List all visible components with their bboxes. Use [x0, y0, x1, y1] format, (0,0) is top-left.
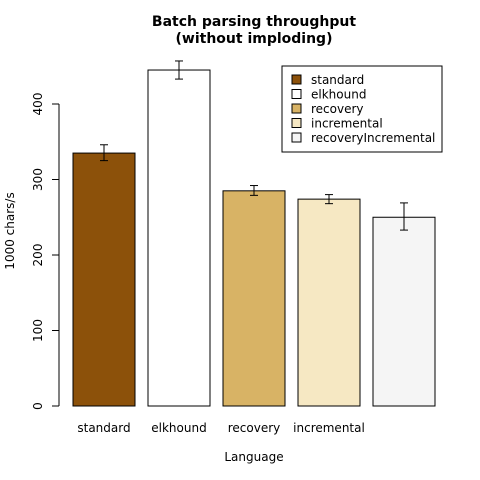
x-tick-label: elkhound [151, 421, 206, 435]
legend-box [281, 65, 443, 153]
chart-title-line-2: (without imploding) [176, 31, 333, 47]
y-tick-label: 300 [31, 168, 45, 191]
x-tick-label: recovery [228, 421, 281, 435]
legend-entry: elkhound [311, 88, 366, 102]
bar-recovery [222, 190, 286, 407]
bar-incremental [297, 198, 361, 407]
legend-swatch [291, 74, 302, 85]
legend-swatch [291, 103, 302, 114]
legend-entry: recovery [311, 102, 364, 116]
x-tick-label: incremental [293, 421, 365, 435]
y-axis-label: 1000 chars/s [3, 192, 17, 269]
bar-recoveryIncremental [372, 216, 436, 407]
y-tick-label: 400 [31, 93, 45, 116]
legend-swatch [291, 89, 302, 99]
y-axis: 0 100 200 300 400 [31, 93, 60, 410]
error-bars [100, 60, 408, 231]
y-tick-label: 0 [31, 402, 45, 410]
x-tick-labels: standard elkhound recovery incremental [77, 421, 364, 435]
legend: standardelkhoundrecoveryincrementalrecov… [281, 65, 443, 153]
legend-entry: recoveryIncremental [311, 131, 435, 145]
legend-swatch [291, 132, 302, 143]
x-axis-label: Language [224, 450, 283, 464]
bar-standard [72, 152, 136, 407]
y-tick-label: 200 [31, 244, 45, 267]
y-tick-label: 100 [31, 319, 45, 342]
bar-elkhound [147, 69, 211, 407]
legend-entry: standard [311, 73, 364, 87]
legend-swatch [291, 118, 302, 128]
legend-entry: incremental [311, 117, 383, 131]
chart-title-line-1: Batch parsing throughput [152, 14, 356, 30]
x-tick-label: standard [77, 421, 130, 435]
